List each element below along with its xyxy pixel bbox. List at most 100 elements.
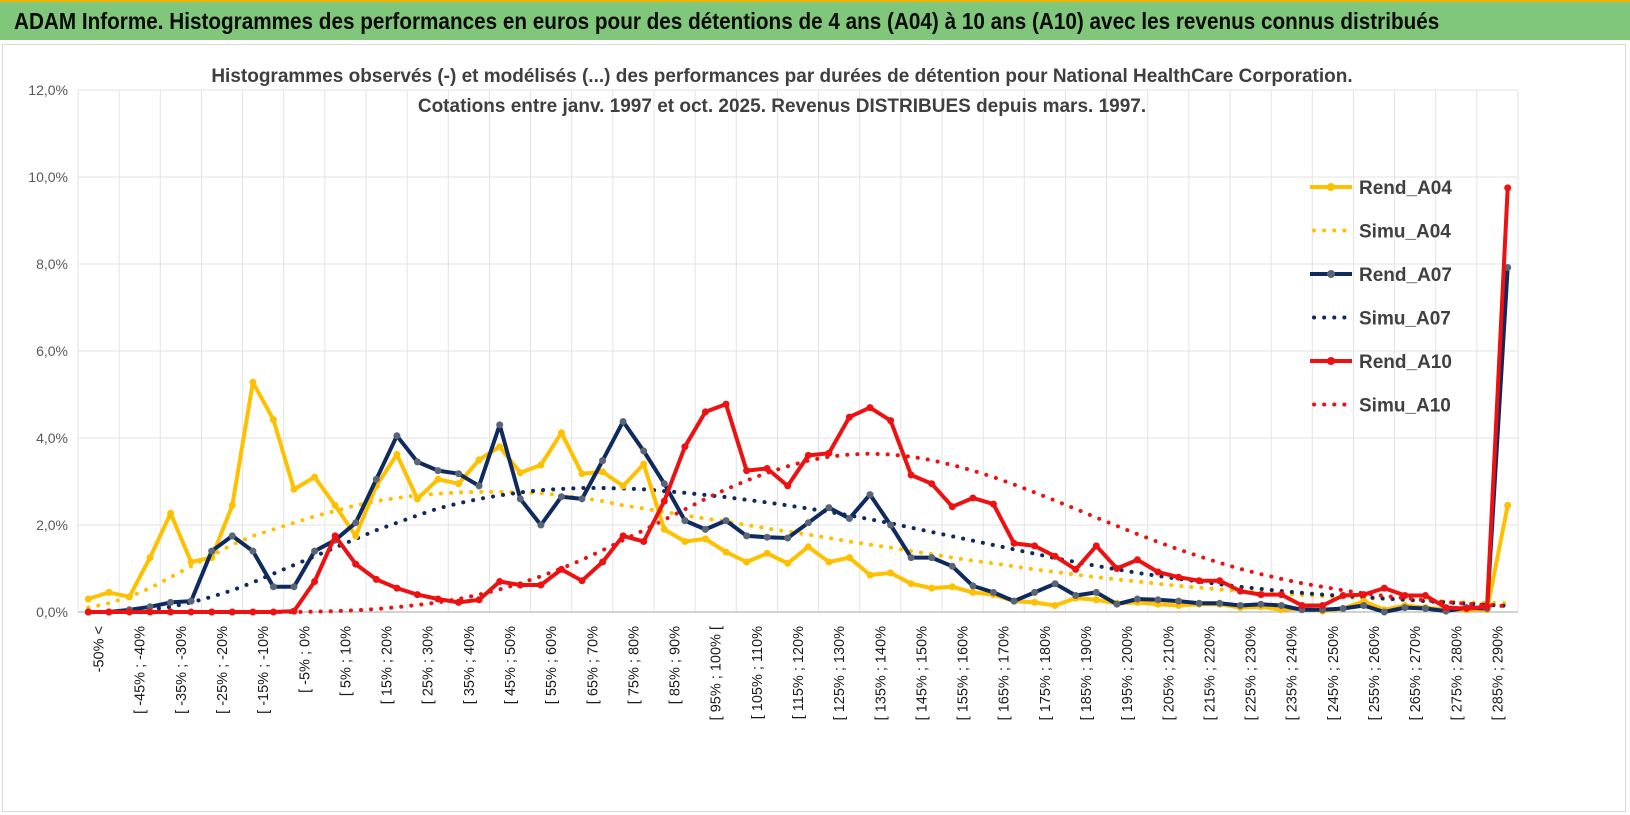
data-point (1154, 568, 1162, 576)
y-tick-label: 0,0% (36, 604, 68, 620)
legend-item-Simu_A07: Simu_A07 (1312, 309, 1451, 330)
y-tick-label: 8,0% (36, 256, 68, 272)
data-point (1031, 598, 1039, 606)
data-point (537, 521, 545, 529)
data-point (784, 534, 792, 542)
data-point (146, 554, 154, 562)
data-point (1298, 602, 1306, 609)
data-point (1154, 596, 1162, 604)
data-point (1504, 501, 1512, 509)
data-point (578, 495, 586, 503)
x-tick-label: [ 15% ; 20% (380, 626, 396, 704)
data-point (948, 562, 956, 570)
data-point (907, 554, 915, 562)
data-point (496, 421, 504, 429)
data-point (907, 580, 915, 588)
legend-marker (1327, 357, 1335, 365)
data-point (701, 525, 709, 533)
data-point (722, 548, 730, 556)
x-tick-label: [ 155% ; 160% (956, 626, 972, 720)
data-point (311, 547, 319, 555)
x-tick-label: [ -25% ; -20% (215, 626, 231, 714)
data-point (804, 451, 812, 459)
y-tick-label: 2,0% (36, 517, 68, 533)
data-point (1113, 600, 1121, 608)
x-tick-label: [ 265% ; 270% (1408, 626, 1424, 720)
x-tick-label: [ 45% ; 50% (503, 626, 519, 704)
data-point (269, 583, 277, 591)
x-tick-label: [ 165% ; 170% (997, 626, 1013, 720)
data-point (1339, 605, 1347, 612)
x-tick-label: [ -35% ; -30% (174, 626, 190, 714)
data-point (167, 608, 175, 616)
data-point (866, 491, 874, 499)
legend-item-Simu_A10: Simu_A10 (1312, 396, 1451, 417)
data-point (228, 532, 236, 540)
data-point (763, 549, 771, 557)
x-tick-label: [ 255% ; 260% (1367, 626, 1383, 720)
legend-label: Simu_A04 (1359, 222, 1451, 243)
data-point (825, 449, 833, 457)
data-point (804, 519, 812, 527)
x-tick-label: [ 215% ; 220% (1202, 626, 1218, 720)
data-point (1463, 605, 1471, 612)
legend-label: Rend_A07 (1359, 265, 1452, 286)
data-point (537, 461, 545, 469)
data-point (1195, 599, 1203, 607)
x-tick-label: [ 205% ; 210% (1161, 626, 1177, 720)
y-axis-ticks: 0,0% 2,0% 4,0% 6,0% 8,0% 10,0% 12,0% (28, 82, 68, 620)
legend-label: Rend_A10 (1359, 352, 1452, 373)
data-point (1031, 542, 1039, 550)
data-point (599, 468, 607, 476)
series-Rend_A07 (84, 264, 1512, 616)
x-tick-label: [ -15% ; -10% (256, 626, 272, 714)
data-point (969, 582, 977, 590)
data-point (1236, 587, 1244, 595)
data-point (557, 493, 565, 501)
data-point (84, 608, 92, 616)
data-point (1216, 599, 1224, 607)
data-point (1277, 591, 1285, 599)
data-point (969, 588, 977, 596)
data-point (167, 509, 175, 517)
legend-item-Simu_A04: Simu_A04 (1312, 222, 1451, 243)
chart-frame (2, 44, 1626, 812)
data-point (1092, 542, 1100, 550)
x-tick-label: [ 145% ; 150% (914, 626, 930, 720)
data-point (269, 608, 277, 616)
data-point (1360, 602, 1368, 609)
data-point (516, 581, 524, 589)
data-point (413, 458, 421, 466)
legend: Rend_A04 Simu_A04 Rend_A07 Simu_A07 Rend_A10… (1310, 178, 1452, 417)
data-point (640, 538, 648, 545)
data-point (763, 465, 771, 472)
gridlines (77, 89, 1519, 612)
data-point (1380, 584, 1388, 592)
data-point (660, 480, 668, 488)
data-point (1031, 588, 1039, 596)
data-point (187, 558, 195, 566)
series-line-Simu_A10 (86, 451, 1510, 614)
x-tick-label: [ 235% ; 240% (1285, 626, 1301, 720)
data-point (784, 482, 792, 490)
series-line-Rend_A04 (87, 380, 1510, 614)
x-tick-label: [ 5% ; 10% (338, 626, 354, 696)
data-point (372, 475, 380, 483)
data-point (352, 519, 360, 527)
data-point (516, 495, 524, 503)
series-lines (84, 184, 1512, 616)
data-point (1380, 608, 1388, 616)
data-point (701, 535, 709, 543)
data-point (331, 501, 339, 509)
data-point (1360, 591, 1368, 599)
x-tick-label: [ 185% ; 190% (1079, 626, 1095, 720)
data-point (907, 471, 915, 479)
data-point (681, 538, 689, 545)
data-point (619, 482, 627, 490)
series-line-Simu_A07 (86, 486, 1510, 614)
x-tick-label: [ 35% ; 40% (462, 626, 478, 704)
data-point (1175, 597, 1183, 605)
x-tick-label: [ 115% ; 120% (791, 626, 807, 719)
data-point (804, 543, 812, 551)
data-point (475, 596, 483, 604)
